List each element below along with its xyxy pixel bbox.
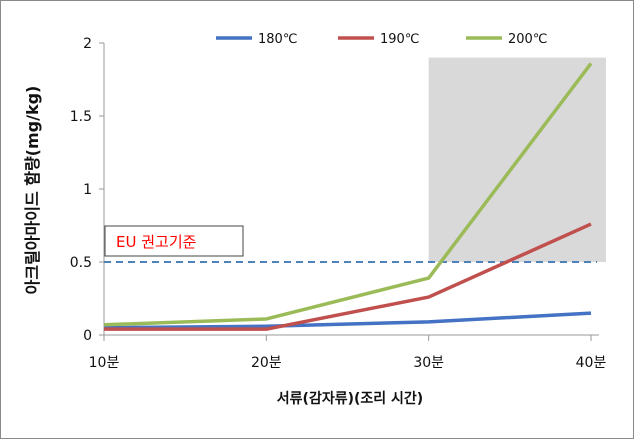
x-tick-label: 30분: [413, 355, 444, 371]
series-line-3: [103, 62, 593, 327]
x-tick-label: 10분: [89, 355, 120, 371]
y-tick-label: 0.5: [70, 255, 92, 271]
legend-label: 200℃: [508, 32, 547, 47]
y-tick-label: 1: [83, 182, 92, 198]
legend-label: 180℃: [258, 32, 297, 47]
x-ticks: 10분 20분 30분 40분: [89, 335, 607, 371]
y-tick-label: 2: [83, 36, 92, 52]
y-axis-title: 아크릴아마이드 함량(mg/kg): [23, 86, 42, 295]
series-lines: [103, 62, 593, 331]
y-tick-label: 0: [83, 328, 92, 344]
eu-standard-label: EU 권고기준: [116, 233, 197, 251]
y-tick-label: 1.5: [70, 109, 92, 125]
legend: 180℃ 190℃ 200℃: [216, 32, 547, 47]
legend-label: 190℃: [380, 32, 419, 47]
x-tick-label: 40분: [576, 355, 607, 371]
x-tick-label: 20분: [251, 355, 282, 371]
y-ticks: 0 0.5 1 1.5 2: [70, 36, 104, 344]
series-line-2: [104, 222, 592, 331]
series-line-1: [103, 311, 592, 330]
eu-standard-box: [104, 225, 244, 257]
x-axis-title: 서류(감자류)(조리 시간): [277, 390, 423, 407]
